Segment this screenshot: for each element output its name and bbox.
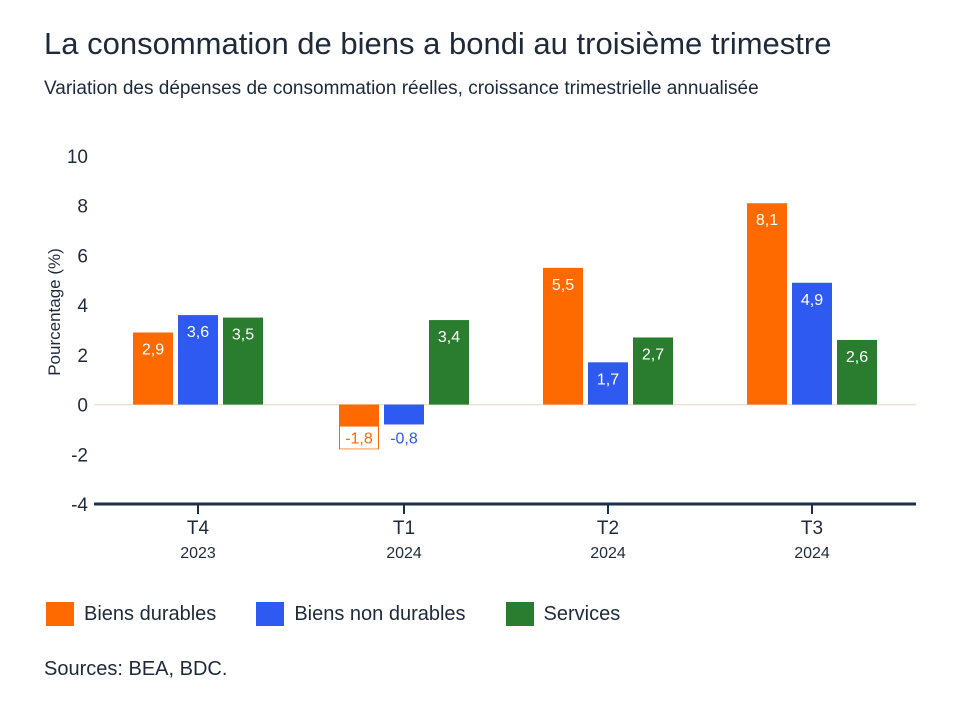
chart-subtitle: Variation des dépenses de consommation r… xyxy=(44,78,759,99)
y-axis-label: Pourcentage (%) xyxy=(45,248,64,376)
y-tick-label: -4 xyxy=(71,495,88,516)
bar-non-durables xyxy=(178,315,218,405)
data-label: 8,1 xyxy=(756,212,778,229)
legend-item-non-durables: Biens non durables xyxy=(256,602,466,626)
data-label: 5,5 xyxy=(552,277,574,294)
y-tick-label: -2 xyxy=(71,445,88,466)
data-label: 3,5 xyxy=(232,327,254,344)
bar-durables xyxy=(543,267,583,405)
data-label: 1,7 xyxy=(597,371,619,388)
bar-non-durables xyxy=(384,404,424,425)
bar-chart: 10 8 6 4 2 0 -2 -4 Pourcentage (%) 2,9 -1,8 5,5 8,1 3… xyxy=(45,147,916,562)
data-label: 4,9 xyxy=(801,292,823,309)
y-tick-label: 8 xyxy=(77,197,88,218)
data-label: -0,8 xyxy=(390,431,418,448)
legend-item-durables: Biens durables xyxy=(46,602,216,626)
chart-title: La consommation de biens a bondi au troi… xyxy=(44,26,832,61)
bar-services xyxy=(837,339,877,405)
data-label-bg xyxy=(340,426,378,449)
bar-durables xyxy=(133,332,173,405)
source-note: Sources: BEA, BDC. xyxy=(44,658,228,680)
y-tick-label: 2 xyxy=(77,346,88,367)
x-tick-year: 2023 xyxy=(180,545,216,562)
x-tick-year: 2024 xyxy=(794,545,830,562)
bar-services xyxy=(429,320,469,405)
legend: Biens durables Biens non durables Servic… xyxy=(46,602,660,626)
bar-durables xyxy=(747,203,787,405)
legend-label-durables: Biens durables xyxy=(84,602,217,625)
x-tick-label: T3 xyxy=(801,518,823,539)
data-label: 2,9 xyxy=(142,341,164,358)
legend-item-services: Services xyxy=(505,602,621,626)
data-label: 3,6 xyxy=(187,324,209,341)
y-tick-label: 10 xyxy=(67,147,88,168)
legend-swatch-durables xyxy=(46,602,74,626)
x-tick-year: 2024 xyxy=(590,545,626,562)
y-tick-label: 6 xyxy=(77,246,88,267)
legend-label-non-durables: Biens non durables xyxy=(294,602,466,625)
legend-label-services: Services xyxy=(543,602,621,625)
x-tick-label: T1 xyxy=(393,518,415,539)
x-tick-label: T4 xyxy=(187,518,210,539)
data-label: -1,8 xyxy=(345,431,373,448)
bar-non-durables xyxy=(588,362,628,405)
data-label: 3,4 xyxy=(438,329,460,346)
data-label: 2,7 xyxy=(642,346,664,363)
bar-non-durables xyxy=(792,282,832,405)
legend-swatch-non-durables xyxy=(256,602,285,626)
data-label: 2,6 xyxy=(846,349,868,366)
y-tick-label: 4 xyxy=(77,296,88,317)
bar-services xyxy=(633,337,673,405)
bar-services xyxy=(223,317,263,405)
x-tick-label: T2 xyxy=(597,518,619,539)
legend-swatch-services xyxy=(505,602,534,626)
data-label-bg xyxy=(385,426,423,449)
y-tick-label: 0 xyxy=(77,396,88,417)
x-tick-year: 2024 xyxy=(386,545,422,562)
